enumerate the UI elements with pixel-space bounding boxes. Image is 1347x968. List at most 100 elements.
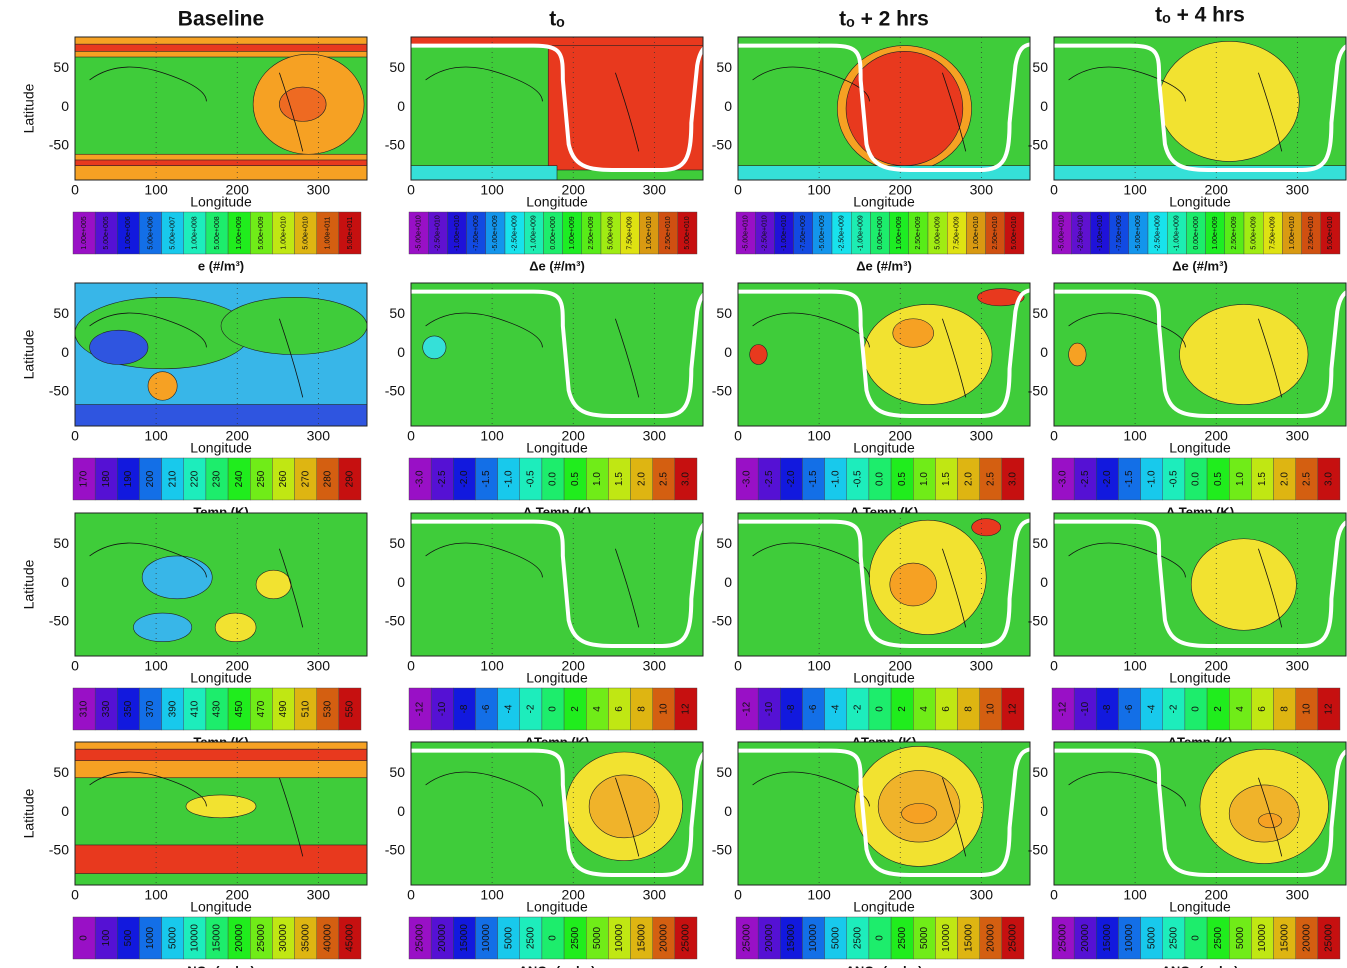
x-tick-label: 300: [307, 658, 331, 674]
colorbar-label: -2.5: [1080, 470, 1091, 488]
colorbar-label: 2.50e+010: [992, 216, 999, 249]
y-tick-label: -50: [712, 382, 732, 398]
colorbar-label: 5000: [1146, 926, 1157, 949]
colorbar-label: 2.0: [1279, 472, 1290, 486]
colorbar-label: 5000: [167, 926, 178, 949]
colorbar-label: 3.0: [1324, 472, 1335, 486]
x-tick-label: 200: [1205, 887, 1229, 903]
column-title: tₒ: [549, 8, 565, 31]
colorbar-label: -0.5: [525, 470, 536, 488]
colorbar-label: 2500: [852, 926, 863, 949]
coastline: [89, 66, 304, 152]
coastline: [89, 312, 304, 398]
colorbar-label: 0.5: [897, 472, 908, 486]
contour-band: [75, 159, 367, 166]
colorbar-label: -7.50e+009: [473, 215, 480, 251]
colorbar-label: 25000: [1008, 924, 1019, 952]
colorbar-label: 10000: [614, 924, 625, 952]
x-tick-label: 0: [1050, 428, 1058, 444]
map-frame: [737, 36, 1031, 181]
colorbar-label: 190: [123, 470, 134, 487]
x-axis-label: Longitude: [1169, 440, 1231, 456]
colorbar-label: 430: [212, 700, 223, 717]
colorbar-label: -3.0: [742, 470, 753, 488]
coastline: [425, 771, 640, 857]
colorbar-label: 1.00e+005: [81, 216, 88, 249]
colorbar-label: 1.0: [1235, 472, 1246, 486]
colorbar-label: -1.0: [503, 470, 514, 488]
colorbar-label: 2: [570, 706, 581, 712]
y-tick-label: -50: [49, 612, 69, 628]
x-axis-label: Longitude: [190, 440, 252, 456]
colorbar-label: 0: [79, 935, 90, 941]
y-tick-label: 50: [1032, 305, 1048, 321]
map: [411, 37, 703, 180]
colorbar-label: 5.00e+006: [147, 216, 154, 249]
colorbar-label: 1.00e+006: [125, 216, 132, 249]
colorbar-label: 5000: [830, 926, 841, 949]
y-tick-label: 0: [724, 344, 732, 360]
colorbar-label: 10000: [189, 924, 200, 952]
colorbar-label: 20000: [437, 924, 448, 952]
coastline: [752, 542, 967, 628]
colorbar-label: 2500: [570, 926, 581, 949]
contour-band: [75, 748, 367, 761]
coastline: [425, 542, 640, 628]
colorbar-label: 2: [1213, 706, 1224, 712]
map: [738, 513, 1030, 656]
y-tick-label: 0: [1040, 574, 1048, 590]
contour-region: [214, 612, 257, 643]
coastline: [1068, 771, 1283, 857]
colorbar-title: Δe (#/m³): [529, 258, 585, 273]
colorbar-label: -1.5: [481, 470, 492, 488]
colorbar-label: -1.0: [1146, 470, 1157, 488]
colorbar-label: 12: [681, 703, 692, 715]
colorbar-label: -0.5: [1168, 470, 1179, 488]
y-tick-label: 50: [389, 305, 405, 321]
colorbar-cell: [1317, 457, 1341, 501]
colorbar-label: 270: [300, 470, 311, 487]
colorbar-title: ΔNOₓ (ppbv): [1162, 963, 1239, 968]
colorbar-label: 6: [1257, 706, 1268, 712]
coastline: [752, 771, 967, 857]
colorbar-label: 1.00e+010: [280, 216, 287, 249]
contour-region: [220, 297, 367, 355]
x-axis-label: Longitude: [190, 194, 252, 210]
colorbar-label: 5.00e+009: [258, 216, 265, 249]
x-tick-label: 300: [1286, 658, 1310, 674]
x-tick-label: 200: [1205, 182, 1229, 198]
x-tick-label: 0: [407, 658, 415, 674]
y-tick-label: 50: [53, 59, 69, 75]
colorbar-label: 310: [79, 700, 90, 717]
colorbar-label: -5.00e+010: [742, 215, 749, 251]
terminator: [1054, 289, 1346, 418]
y-tick-label: 0: [1040, 803, 1048, 819]
terminator: [1054, 748, 1346, 877]
x-tick-label: 100: [480, 887, 504, 903]
map-frame: [74, 741, 368, 886]
colorbar-label: 15000: [963, 924, 974, 952]
colorbar-label: 0: [548, 935, 559, 941]
y-tick-label: -50: [385, 612, 405, 628]
x-tick-label: 200: [1205, 428, 1229, 444]
colorbar-label: 2: [897, 706, 908, 712]
x-tick-label: 300: [1286, 887, 1310, 903]
colorbar-label: -2.0: [786, 470, 797, 488]
colorbar-label: 10000: [481, 924, 492, 952]
colorbar-cell: [677, 211, 698, 255]
x-tick-label: 100: [807, 182, 831, 198]
map-frame: [410, 36, 704, 181]
x-tick-label: 200: [1205, 658, 1229, 674]
colorbar-label: -12: [415, 701, 426, 716]
y-tick-label: 0: [1040, 98, 1048, 114]
colorbar-label: 0.00e+000: [550, 216, 557, 249]
map-background: [411, 283, 703, 426]
colorbar-label: 1.00e+009: [896, 216, 903, 249]
contour-region: [1068, 342, 1087, 367]
colorbar-label: 40000: [322, 924, 333, 952]
colorbar-label: -2.50e+010: [435, 215, 442, 251]
colorbar-label: 45000: [345, 924, 356, 952]
colorbar-label: -10: [1080, 701, 1091, 716]
colorbar-label: -1.5: [1124, 470, 1135, 488]
